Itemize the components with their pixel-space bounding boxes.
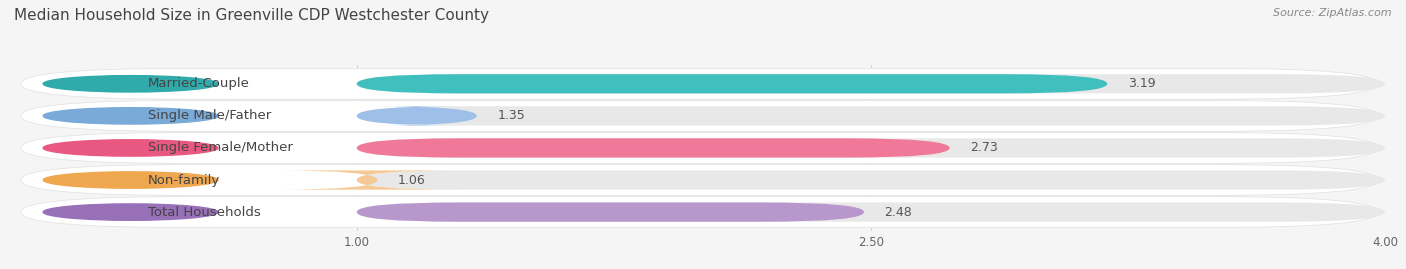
FancyBboxPatch shape	[21, 101, 1378, 131]
FancyBboxPatch shape	[357, 138, 949, 158]
FancyBboxPatch shape	[357, 74, 1108, 93]
FancyBboxPatch shape	[28, 170, 340, 190]
Text: Non-family: Non-family	[148, 174, 219, 186]
FancyBboxPatch shape	[357, 106, 477, 126]
Circle shape	[44, 76, 218, 92]
Text: 1.35: 1.35	[498, 109, 524, 122]
FancyBboxPatch shape	[357, 203, 1385, 222]
FancyBboxPatch shape	[357, 74, 1385, 93]
Text: Total Households: Total Households	[148, 206, 260, 219]
Circle shape	[44, 140, 218, 156]
Text: 3.19: 3.19	[1128, 77, 1156, 90]
FancyBboxPatch shape	[274, 170, 460, 190]
Text: Source: ZipAtlas.com: Source: ZipAtlas.com	[1274, 8, 1392, 18]
FancyBboxPatch shape	[28, 138, 340, 158]
FancyBboxPatch shape	[357, 203, 863, 222]
FancyBboxPatch shape	[28, 106, 340, 126]
Circle shape	[44, 204, 218, 220]
FancyBboxPatch shape	[357, 170, 1385, 190]
Text: Median Household Size in Greenville CDP Westchester County: Median Household Size in Greenville CDP …	[14, 8, 489, 23]
FancyBboxPatch shape	[28, 74, 340, 93]
Text: Single Male/Father: Single Male/Father	[148, 109, 271, 122]
Text: Married-Couple: Married-Couple	[148, 77, 250, 90]
Text: 2.48: 2.48	[884, 206, 912, 219]
FancyBboxPatch shape	[21, 68, 1378, 99]
FancyBboxPatch shape	[357, 106, 1385, 126]
Circle shape	[44, 108, 218, 124]
FancyBboxPatch shape	[357, 138, 1385, 158]
FancyBboxPatch shape	[21, 133, 1378, 163]
Circle shape	[44, 172, 218, 188]
FancyBboxPatch shape	[21, 197, 1378, 228]
Text: 1.06: 1.06	[398, 174, 426, 186]
FancyBboxPatch shape	[21, 165, 1378, 195]
Text: 2.73: 2.73	[970, 141, 998, 154]
FancyBboxPatch shape	[28, 203, 340, 222]
Text: Single Female/Mother: Single Female/Mother	[148, 141, 292, 154]
